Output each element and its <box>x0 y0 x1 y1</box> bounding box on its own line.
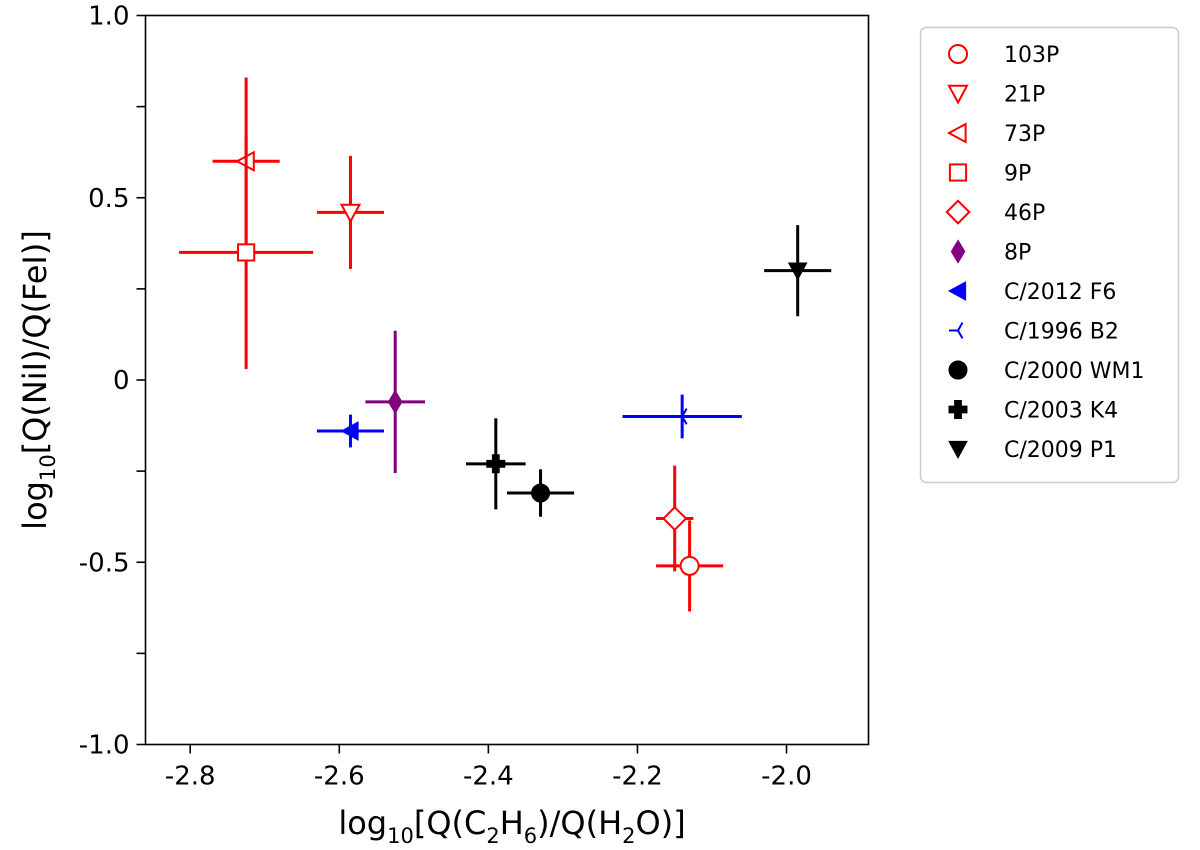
legend-label-c-2009-p1: C/2009 P1 <box>1004 438 1117 463</box>
legend-label-8p: 8P <box>1004 241 1031 266</box>
legend-label-9p: 9P <box>1004 162 1031 187</box>
legend-label-46p: 46P <box>1004 201 1045 226</box>
legend-item-c-2009-p1: C/2009 P1 <box>948 438 1117 463</box>
y-tick-label: -1.0 <box>79 731 130 761</box>
marker-9p <box>237 243 256 262</box>
legend-marker-c-2012-f6 <box>947 281 967 301</box>
x-tick-label: -2.2 <box>612 762 663 792</box>
legend-item-46p: 46P <box>945 199 1045 226</box>
marker-21p <box>339 203 362 224</box>
marker-c-1996-b2 <box>673 408 688 425</box>
point-c-2003-k4 <box>466 418 526 510</box>
y-axis-label: log10[Q(NiI)/Q(FeI)] <box>16 230 60 530</box>
plot-layer <box>179 77 832 612</box>
marker-c-2012-f6 <box>340 421 359 441</box>
legend-item-103p: 103P <box>948 43 1059 68</box>
point-c-2000-wm1 <box>507 469 575 517</box>
legend-marker-c-2000-wm1 <box>948 360 968 380</box>
legend-item-73p: 73P <box>946 122 1045 147</box>
x-tick-label: -2.6 <box>314 762 365 792</box>
marker-c-2009-p1 <box>787 262 808 281</box>
point-c-1996-b2 <box>622 394 742 439</box>
marker-c-2000-wm1 <box>531 483 551 503</box>
legend-marker-73p <box>946 122 967 144</box>
point-103p <box>656 520 724 612</box>
legend: 103P 21P 73P 9P 46P 8P C/2012 F6 C/1996 B2 C/200… <box>919 26 1180 484</box>
legend-label-c-2003-k4: C/2003 K4 <box>1004 399 1118 424</box>
legend-marker-103p <box>948 44 968 64</box>
x-axis: -2.8 -2.6 -2.4 -2.2 -2.0 <box>165 744 812 792</box>
legend-item-c-2012-f6: C/2012 F6 <box>947 280 1116 305</box>
point-46p <box>656 465 694 572</box>
legend-label-c-1996-b2: C/1996 B2 <box>1004 320 1119 345</box>
legend-item-21p: 21P <box>947 83 1045 108</box>
y-tick-label: 0 <box>113 366 130 396</box>
legend-label-103p: 103P <box>1004 43 1059 68</box>
point-21p <box>316 155 385 269</box>
y-tick-label: 0.5 <box>88 184 129 214</box>
legend-item-c-2000-wm1: C/2000 WM1 <box>948 359 1145 384</box>
y-tick-label: -0.5 <box>79 548 130 578</box>
legend-marker-9p <box>948 163 968 182</box>
legend-label-21p: 21P <box>1004 83 1045 108</box>
marker-8p <box>387 389 403 415</box>
legend-marker-46p <box>945 199 971 225</box>
legend-marker-8p <box>950 239 966 264</box>
legend-item-9p: 9P <box>948 162 1031 187</box>
y-tick-label: 1.0 <box>88 2 129 32</box>
legend-frame <box>919 26 1180 484</box>
y-axis: 1.0 0.5 0 -0.5 -1.0 <box>79 2 146 761</box>
legend-marker-c-1996-b2 <box>949 322 964 339</box>
point-8p <box>365 330 426 473</box>
legend-marker-c-2003-k4 <box>948 400 968 419</box>
legend-marker-c-2009-p1 <box>948 440 968 460</box>
legend-label-c-2000-wm1: C/2000 WM1 <box>1004 359 1145 384</box>
legend-label-c-2012-f6: C/2012 F6 <box>1004 280 1116 305</box>
x-tick-label: -2.4 <box>463 762 514 792</box>
marker-c-2003-k4 <box>486 454 506 474</box>
x-tick-label: -2.8 <box>165 762 216 792</box>
marker-46p <box>662 505 688 532</box>
legend-item-8p: 8P <box>950 239 1031 266</box>
x-axis-label: log10[Q(C2H6)/Q(H2O)] <box>338 804 685 848</box>
marker-103p <box>679 555 700 576</box>
point-9p <box>179 135 314 370</box>
x-tick-label: -2.0 <box>761 762 812 792</box>
point-c-2012-f6 <box>316 414 385 448</box>
point-c-2009-p1 <box>764 225 832 317</box>
legend-label-73p: 73P <box>1004 122 1045 147</box>
plot-frame <box>144 14 870 746</box>
legend-marker-21p <box>947 84 969 105</box>
legend-item-c-2003-k4: C/2003 K4 <box>948 399 1118 424</box>
legend-item-c-1996-b2: C/1996 B2 <box>949 320 1119 345</box>
